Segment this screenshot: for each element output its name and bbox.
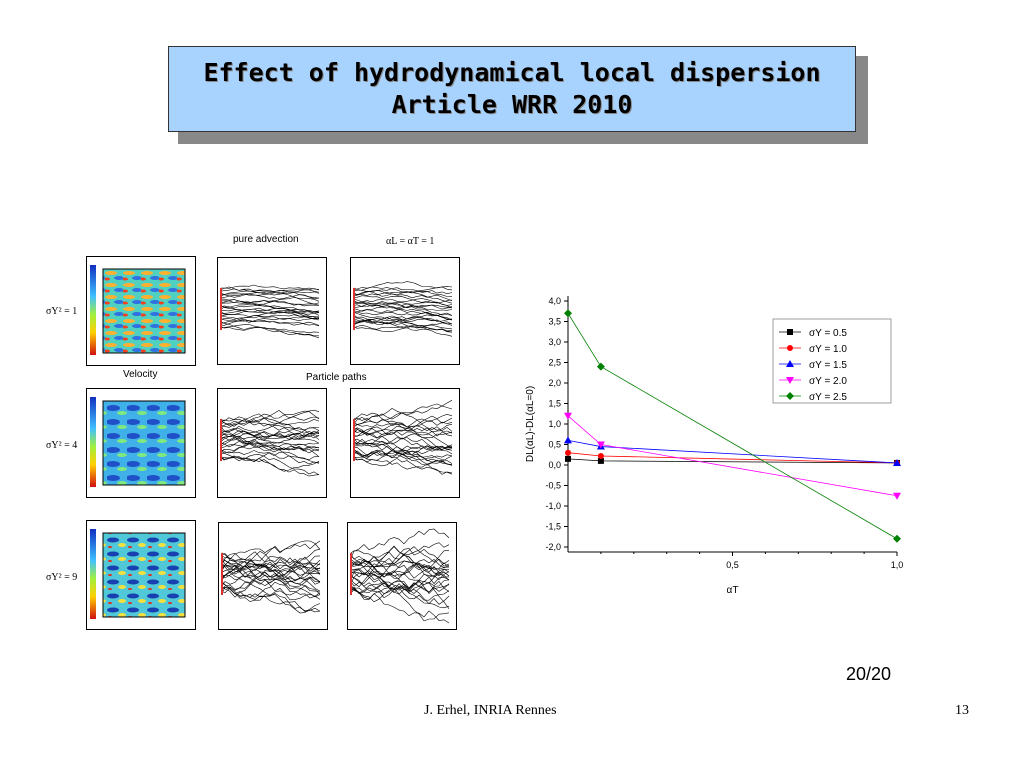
legend-entry-3: σY = 2.0: [809, 376, 847, 387]
series-line-3: [567, 415, 898, 497]
slide-title-line1: Effect of hydrodynamical local dispersio…: [203, 58, 821, 87]
data-point-2-2: [893, 458, 901, 466]
y-tick-label: -1,0: [545, 501, 561, 511]
data-point-4-1: [596, 362, 605, 371]
data-point-1-1: [597, 452, 604, 459]
velocity-field-3: [90, 529, 186, 619]
data-point-3-1: [596, 441, 605, 449]
slide-title-line2: Article WRR 2010: [391, 90, 633, 119]
y-tick-label: -1,5: [545, 522, 561, 532]
data-point-1-0: [565, 449, 571, 456]
slide-counter: 20/20: [846, 664, 892, 684]
legend-entry-1: σY = 1.0: [809, 344, 847, 355]
velocity-field-2: [90, 397, 186, 487]
data-point-4-2: [893, 534, 901, 543]
row-label-1: σY² = 1: [46, 306, 78, 317]
y-tick-label: -2,0: [545, 542, 561, 552]
y-tick-label: 2,0: [548, 378, 561, 388]
y-tick-label: 3,5: [548, 317, 561, 327]
particle-panel-2-1: [217, 388, 327, 498]
x-tick-label: 0,5: [726, 560, 739, 570]
velocity-panel-2: [86, 388, 196, 498]
col-header-alpha: αL = αT = 1: [386, 236, 435, 247]
legend-entry-4: σY = 2.5: [809, 392, 847, 403]
y-tick-label: 3,0: [548, 337, 561, 347]
data-point-4-0: [564, 309, 572, 318]
data-point-2-0: [564, 436, 572, 444]
velocity-field-1: [90, 265, 186, 355]
footer-author: J. Erhel, INRIA Rennes: [424, 703, 557, 718]
legend-marker: [786, 360, 794, 367]
particle-panel-2-2: [350, 388, 460, 498]
y-tick-label: 4,0: [548, 296, 561, 306]
dispersion-chart: 4,0 3,5 3,0 2,5 2,0 1,5 1,0 0,5 0,0 -0,5 -1,0 -1,5 -…: [525, 296, 903, 596]
particle-panel-1-2: [350, 257, 460, 365]
legend-entry-2: σY = 1.5: [809, 360, 847, 371]
x-tick-label: 1,0: [891, 560, 904, 570]
label-particle-paths: Particle paths: [306, 372, 367, 383]
particle-panel-3-1: [218, 522, 328, 630]
y-axis-label: DL(αL)-DL(αL=0): [525, 386, 536, 462]
data-point-3-0: [564, 412, 572, 420]
row-label-2: σY² = 4: [46, 440, 78, 451]
particle-panel-1-1: [217, 257, 327, 365]
legend-marker: [786, 392, 794, 400]
particle-panel-3-2: [347, 522, 457, 630]
col-header-pure-advection: pure advection: [233, 234, 299, 245]
y-tick-label: 2,5: [548, 358, 561, 368]
legend-entry-0: σY = 0.5: [809, 328, 847, 339]
title-box: Effect of hydrodynamical local dispersio…: [168, 46, 856, 132]
legend-marker: [786, 377, 794, 384]
series-line-2: [567, 440, 898, 464]
x-axis-label: αT: [727, 585, 739, 596]
y-tick-label: -0,5: [545, 481, 561, 491]
label-velocity: Velocity: [123, 369, 158, 380]
chart-plot: 4,0 3,5 3,0 2,5 2,0 1,5 1,0 0,5 0,0 -0,5 -1,0 -1,5 -…: [525, 296, 903, 596]
data-point-0-0: [565, 455, 571, 462]
data-point-0-1: [597, 457, 604, 464]
row-label-3: σY² = 9: [46, 572, 78, 583]
y-tick-label: 1,0: [548, 419, 561, 429]
velocity-panel-1: [86, 256, 196, 366]
y-tick-label: 1,5: [548, 399, 561, 409]
data-point-3-2: [893, 492, 901, 500]
legend-marker: [787, 345, 793, 351]
y-tick-label: 0,0: [548, 460, 561, 470]
velocity-panel-3: [86, 520, 196, 630]
page-number: 13: [955, 703, 969, 718]
y-tick-label: 0,5: [548, 440, 561, 450]
legend-marker: [787, 329, 793, 335]
